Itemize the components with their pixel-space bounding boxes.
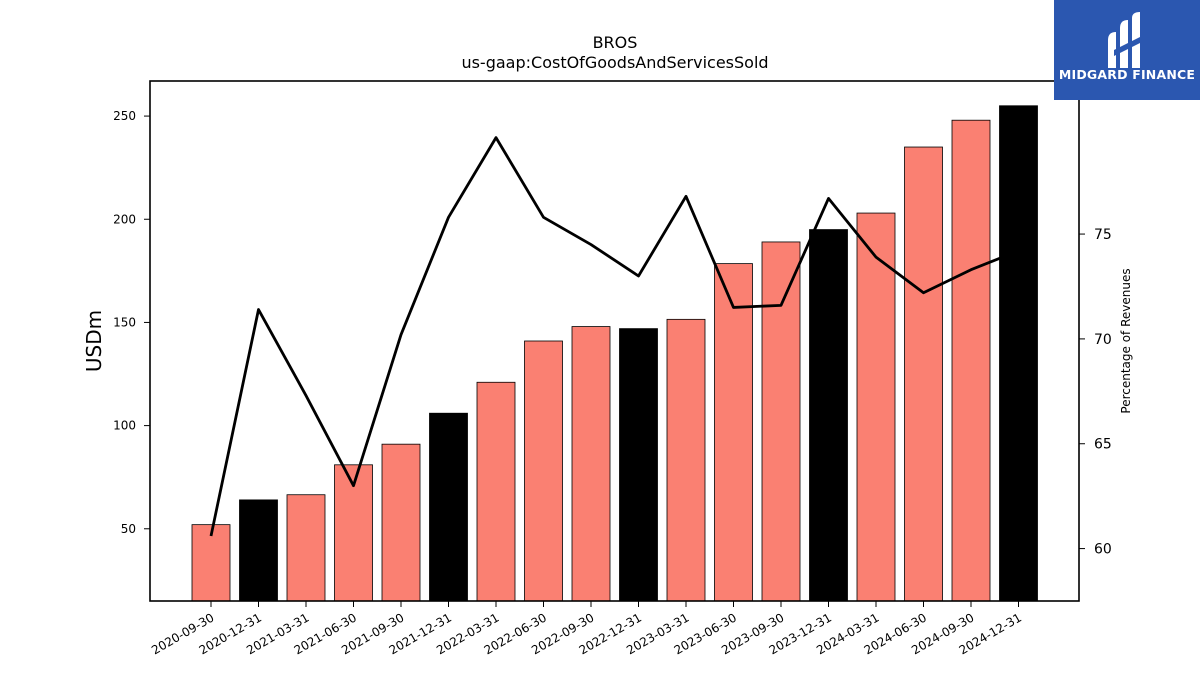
y-tick-label: 50 [121, 522, 136, 536]
bar-2022-06-30 [524, 340, 563, 602]
y-tick-label: 100 [113, 419, 136, 433]
line-layer [209, 136, 1020, 537]
bar-2023-06-30 [714, 263, 753, 602]
y2-tick-label: 60 [1094, 542, 1112, 558]
y-tick-label: 150 [113, 315, 136, 329]
y2-tick-label: 75 [1094, 227, 1112, 243]
bar-2024-03-31 [856, 212, 896, 602]
bar-2021-12-31 [429, 412, 468, 602]
chart-title: BROS [593, 33, 638, 52]
y-tick-label: 250 [113, 109, 136, 123]
midgard-logo-icon [1108, 12, 1142, 68]
bar-2022-03-31 [476, 381, 516, 602]
bar-2021-03-31 [286, 494, 326, 602]
bar-2020-09-30 [191, 524, 231, 602]
bar-2022-09-30 [571, 326, 611, 602]
percentage-line [209, 136, 1020, 537]
chart-subtitle: us-gaap:CostOfGoodsAndServicesSold [461, 53, 768, 72]
bar-2023-12-31 [809, 229, 848, 602]
bar-2020-12-31 [239, 499, 278, 602]
axes-layer: 50100150200250606570752020-09-302020-12-… [113, 109, 1112, 657]
y2-tick-label: 70 [1094, 332, 1112, 348]
bar-2023-03-31 [666, 318, 706, 602]
y2-axis-label: Percentage of Revenues [1119, 268, 1133, 413]
logo: MIDGARD FINANCE [1054, 0, 1200, 100]
bar-2022-12-31 [619, 328, 658, 602]
y-axis-label: USDm [82, 310, 106, 372]
bar-2024-09-30 [951, 119, 991, 602]
bar-2021-06-30 [334, 464, 373, 602]
logo-text: MIDGARD FINANCE [1058, 67, 1196, 82]
bars-layer [191, 105, 1038, 602]
y2-tick-label: 65 [1094, 437, 1112, 453]
bar-2024-12-31 [999, 105, 1038, 602]
bar-2023-09-30 [761, 241, 801, 602]
bar-2021-09-30 [381, 443, 421, 602]
plot-frame [149, 80, 1080, 602]
bar-2024-06-30 [904, 146, 943, 602]
y-tick-label: 200 [113, 212, 136, 226]
